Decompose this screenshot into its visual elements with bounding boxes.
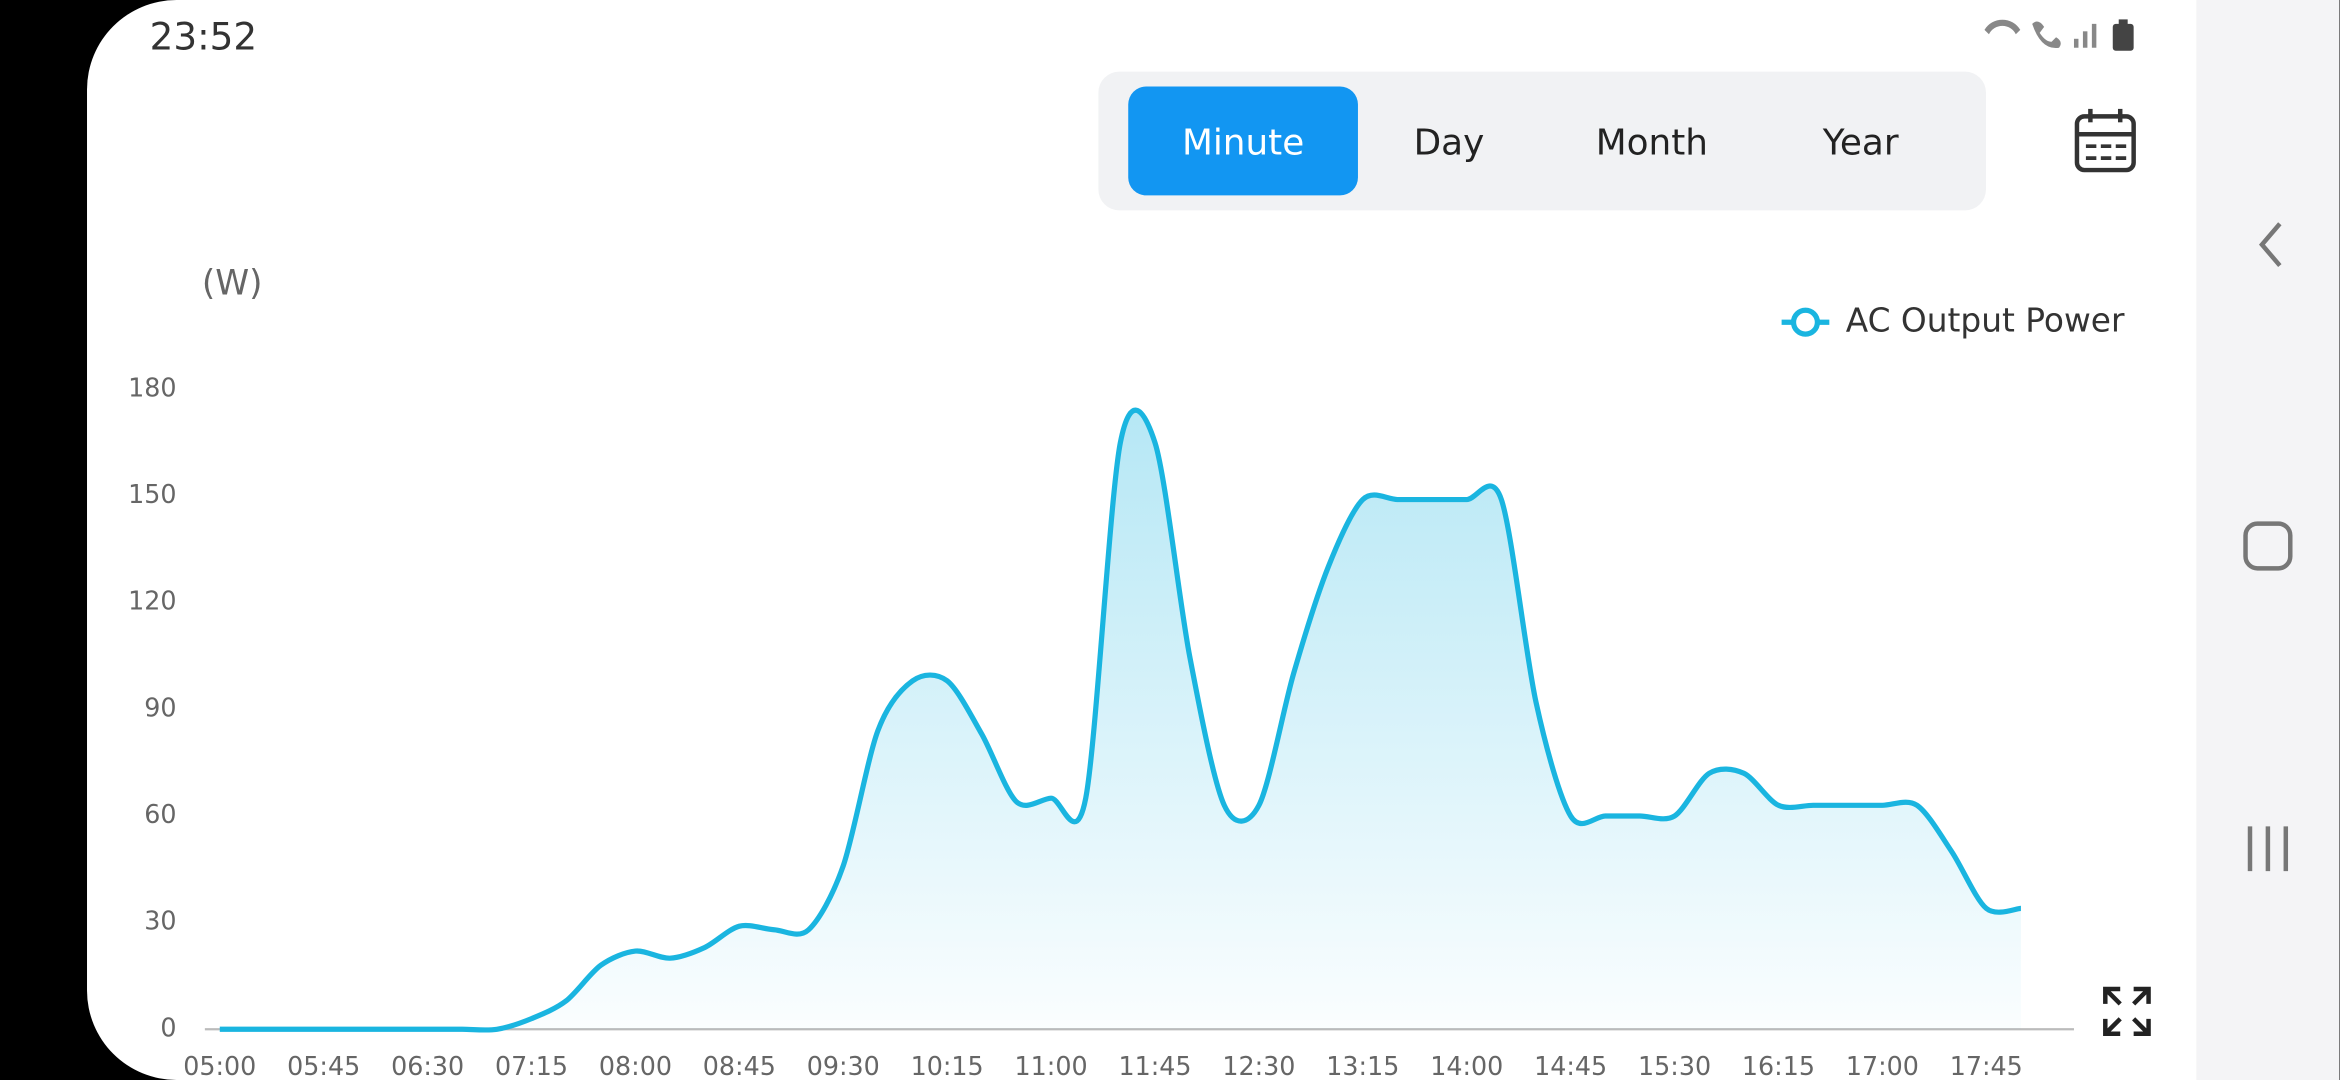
area	[219, 410, 2021, 1030]
tab[interactable]: Month	[1596, 123, 1708, 164]
y-tick-label: 30	[144, 906, 176, 936]
nav-buttons[interactable]	[2243, 222, 2293, 872]
x-tick-label: 05:00	[183, 1051, 256, 1080]
x-tick-label: 17:00	[1846, 1051, 1919, 1080]
x-tick-label: 13:15	[1326, 1051, 1399, 1080]
line	[219, 407, 2022, 1033]
x-tick-label: 16:15	[1742, 1051, 1815, 1080]
y-tick-label: 90	[144, 692, 176, 722]
y-tick-label: 180	[128, 372, 176, 402]
y-axis-unit: (W)	[202, 263, 263, 303]
x-tick-label: 06:30	[391, 1051, 464, 1080]
status-time: 23:52	[150, 14, 257, 58]
fullscreen-button[interactable]	[2103, 986, 2151, 1036]
x-tick-label: 15:30	[1638, 1051, 1711, 1080]
x-tick-label: 14:00	[1430, 1051, 1503, 1080]
legend-marker	[1790, 307, 1821, 337]
y-tick-label: 60	[144, 799, 176, 829]
y-tick-label: 150	[128, 479, 176, 509]
x-tick-label: 10:15	[911, 1051, 984, 1080]
x-tick-label: 05:45	[287, 1051, 360, 1080]
chart: 0 30 60 90 120 150 180 05:00 05:45 06:30 07:15 08:0…	[128, 302, 2125, 1080]
y-tick-label: 0	[160, 1012, 176, 1042]
x-tick-label: 09:30	[807, 1051, 880, 1080]
x-tick-label: 17:45	[1950, 1051, 2023, 1080]
x-tick-label: 07:15	[495, 1051, 568, 1080]
x-tick-label: 11:00	[1015, 1051, 1088, 1080]
x-tick-label: 12:30	[1222, 1051, 1295, 1080]
x-tick-label: 08:45	[703, 1051, 776, 1080]
x-tick-label: 08:00	[599, 1051, 672, 1080]
y-tick-label: 120	[128, 586, 176, 616]
tab[interactable]: Day	[1414, 123, 1485, 164]
tab-selected-bg	[1128, 86, 1358, 196]
tab[interactable]: Minute	[1182, 123, 1304, 164]
x-tick-label: 14:45	[1534, 1051, 1607, 1080]
status-icons	[1984, 19, 2134, 51]
x-tick-label: 11:45	[1118, 1051, 1191, 1080]
calendar-button[interactable]	[2074, 108, 2136, 173]
nav-bar	[2196, 0, 2340, 1080]
legend-label: AC Output Power	[1846, 302, 2125, 340]
tab[interactable]: Year	[1822, 123, 1899, 164]
